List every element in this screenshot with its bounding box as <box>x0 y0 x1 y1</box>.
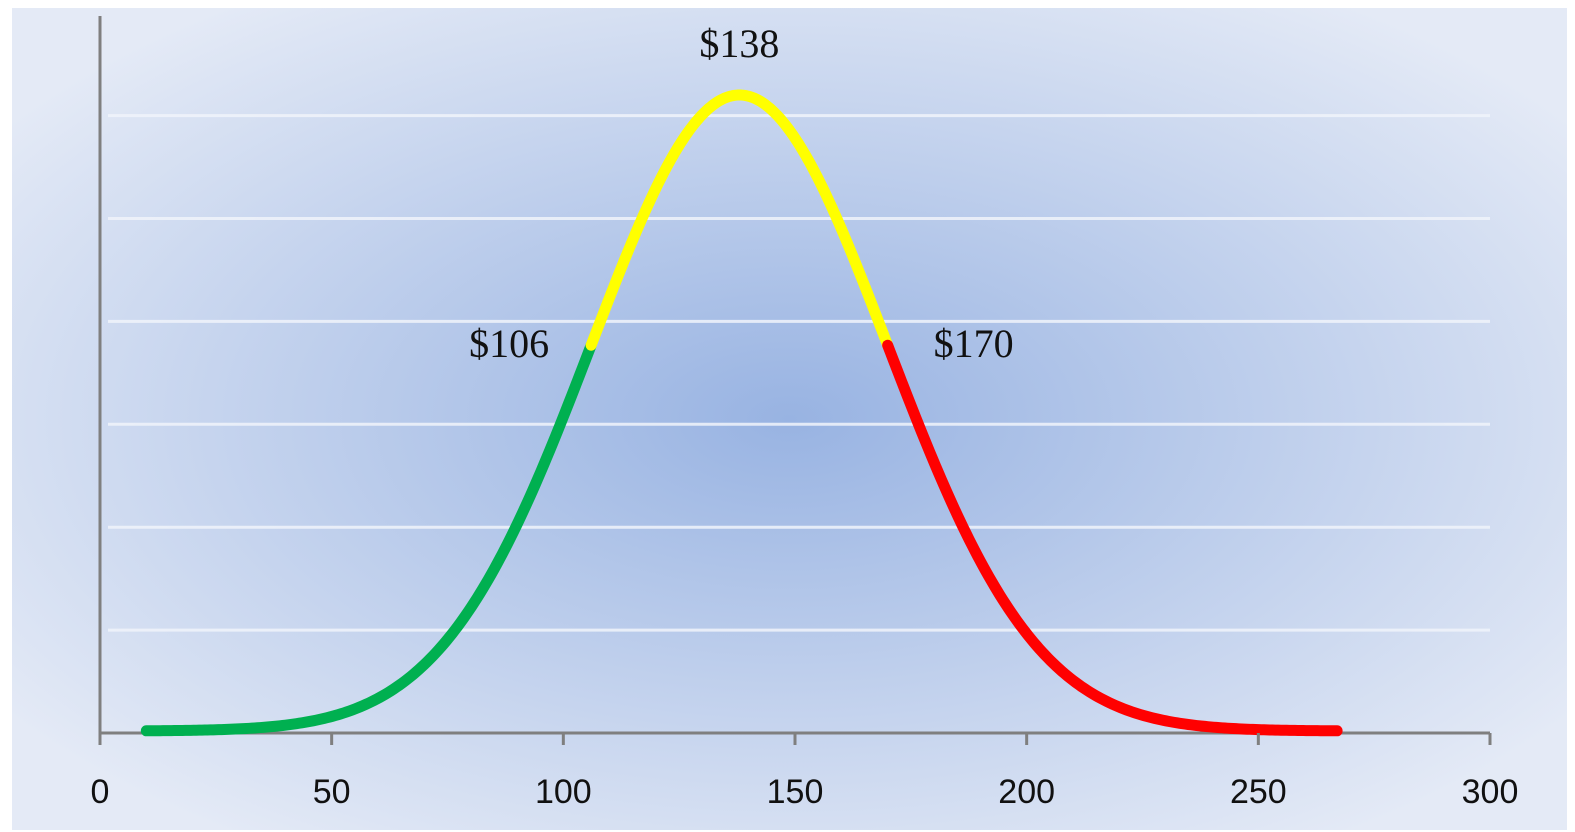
curve-segment-1 <box>140 339 597 737</box>
x-tick-label: 50 <box>313 773 351 811</box>
price-label: $138 <box>699 21 779 66</box>
curve-segment-2 <box>585 89 894 351</box>
x-tick-label: 200 <box>998 773 1055 811</box>
price-label: $170 <box>934 321 1014 366</box>
x-axis-ticks: 0 50 100 150 200 250 300 <box>91 733 1519 811</box>
x-tick-label: 300 <box>1462 773 1519 811</box>
curve-segment-3 <box>882 339 1343 737</box>
gridlines <box>108 114 1490 632</box>
x-tick-label: 0 <box>91 773 110 811</box>
curve-segments <box>140 89 1343 737</box>
price-annotations: $106 $138 $170 <box>469 21 1014 366</box>
x-tick-label: 150 <box>767 773 824 811</box>
price-label: $106 <box>469 321 549 366</box>
x-tick-label: 250 <box>1230 773 1287 811</box>
x-tick-label: 100 <box>535 773 592 811</box>
plot-area-background <box>12 8 1567 830</box>
